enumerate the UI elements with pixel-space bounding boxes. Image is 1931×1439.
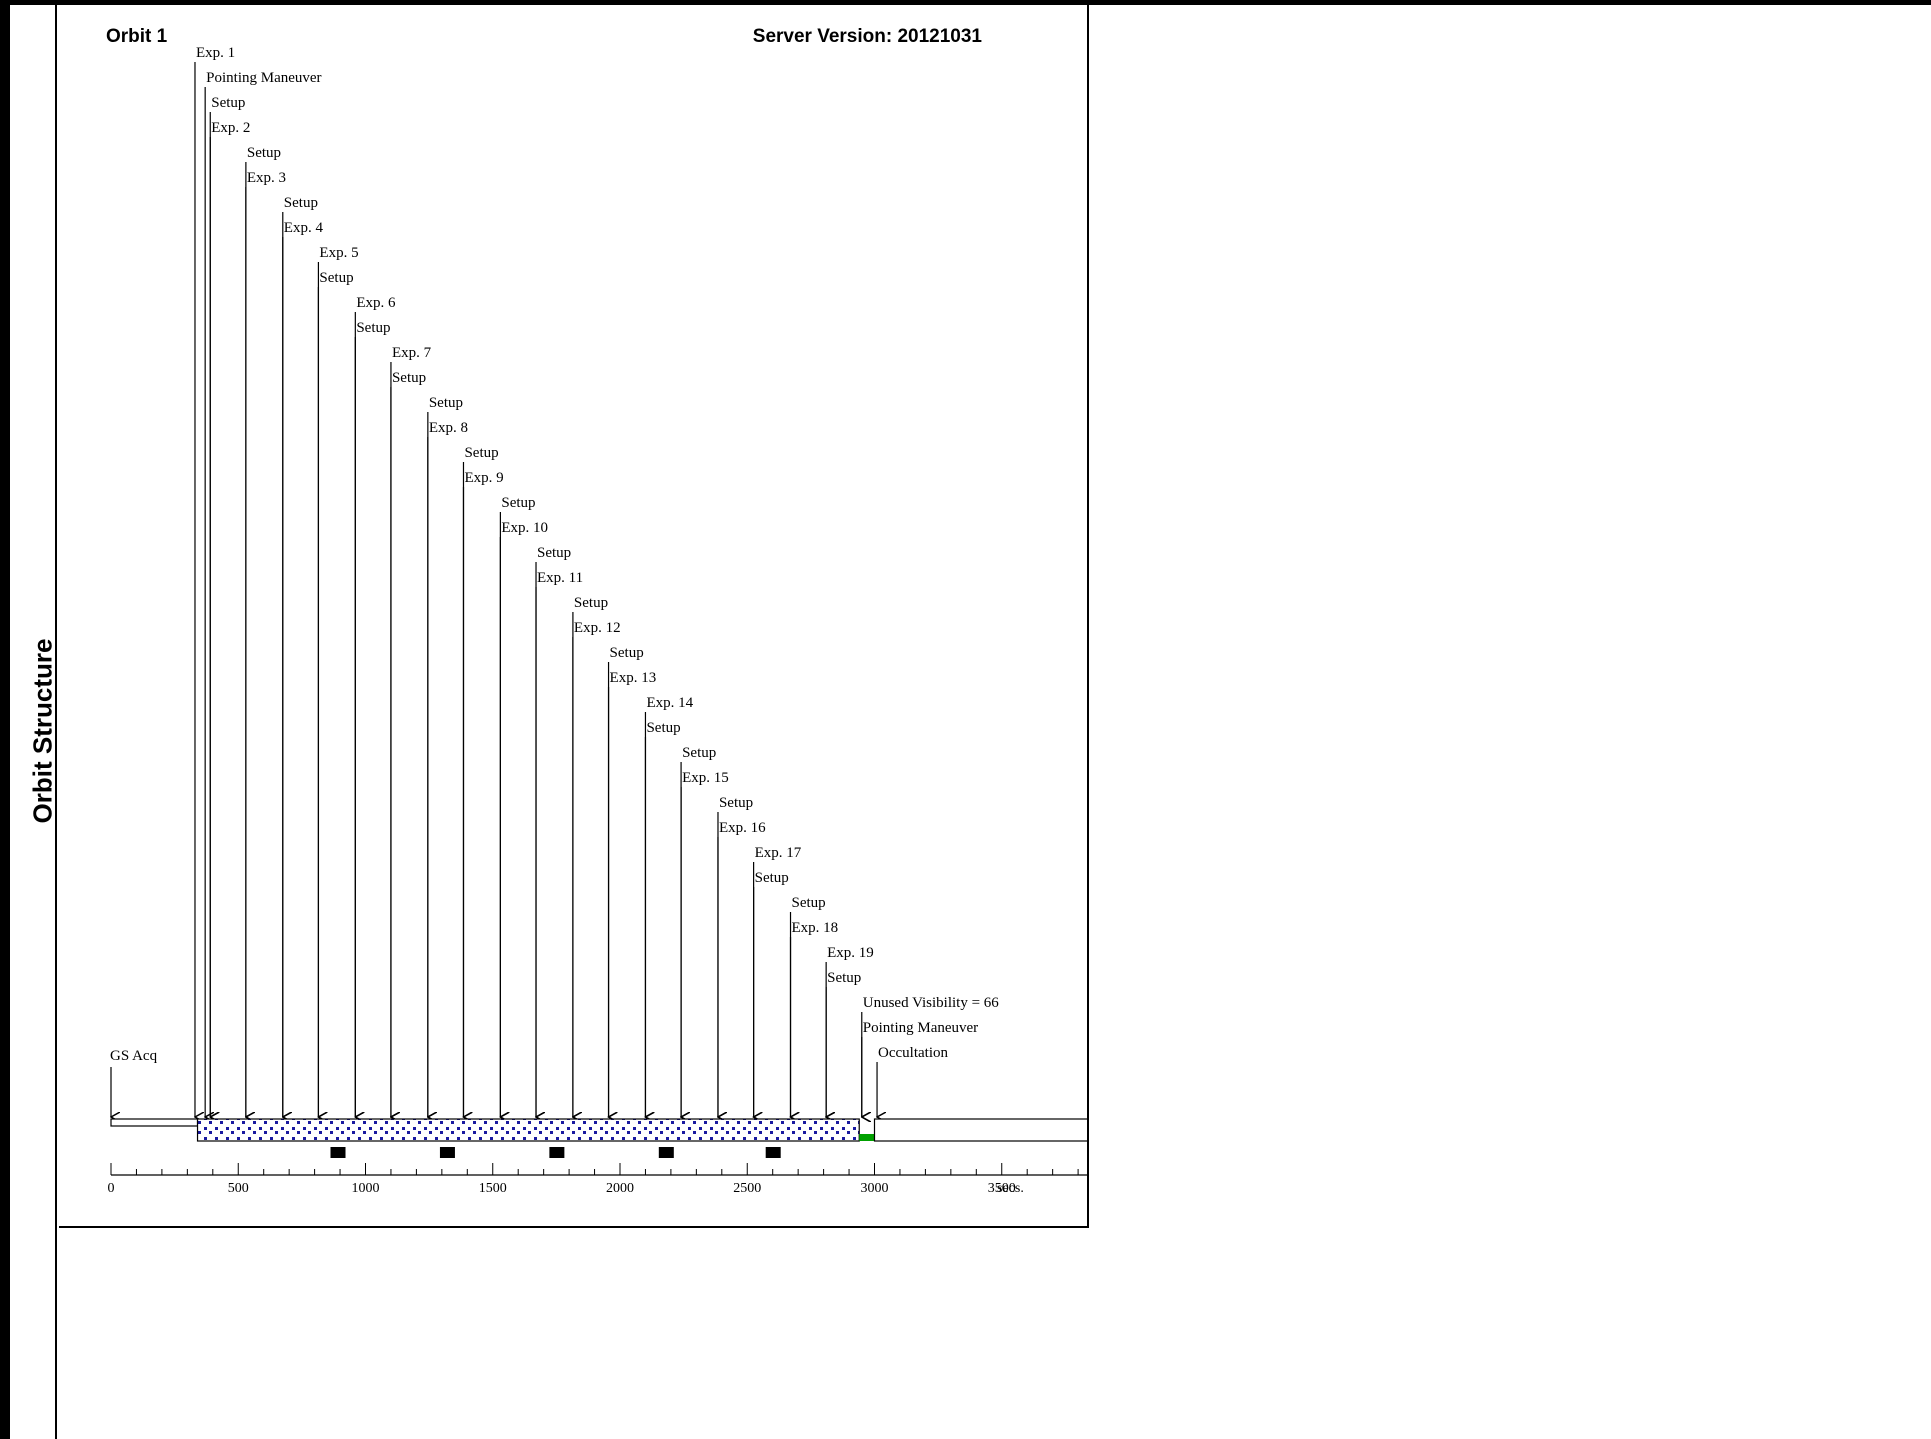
event-label-28: Setup (646, 720, 680, 736)
green-marker (859, 1134, 875, 1141)
gs-acq-label: GS Acq (110, 1048, 158, 1064)
tick-label-0: 0 (108, 1181, 115, 1196)
tick-label-3000: 3000 (861, 1181, 889, 1196)
time-axis: 0500100015002000250030003500400045005000… (108, 1163, 1087, 1196)
event-label-7: Setup (284, 195, 318, 211)
side-label-column: Orbit Structure (10, 5, 58, 1439)
orbit-timeline-diagram: Orbit 1 Server Version: 20121031 Exp. 1 P… (106, 26, 1087, 1196)
orbit-title: Orbit 1 (106, 26, 168, 47)
occultation-segment (873, 1118, 1087, 1142)
dark-mark-3 (549, 1147, 565, 1158)
event-label-23: Setup (574, 595, 608, 611)
event-label-26: Exp. 13 (610, 670, 657, 686)
server-version: Server Version: 20121031 (753, 26, 983, 47)
event-label-25: Setup (610, 645, 644, 661)
event-label-29: Setup (682, 745, 716, 761)
event-label-3: Setup (211, 95, 245, 111)
dark-mark-1 (330, 1147, 346, 1158)
event-label-12: Setup (356, 320, 390, 336)
event-label-15: Setup (429, 395, 463, 411)
event-label-27: Exp. 14 (646, 695, 693, 711)
event-label-33: Exp. 17 (755, 845, 802, 861)
event-label-5: Setup (247, 145, 281, 161)
tick-label-2500: 2500 (733, 1181, 761, 1196)
dark-mark-4 (658, 1147, 674, 1158)
event-label-19: Setup (501, 495, 535, 511)
event-label-14: Setup (392, 370, 426, 386)
dark-mark-2 (439, 1147, 455, 1158)
event-label-31: Setup (719, 795, 753, 811)
event-label-9: Exp. 5 (319, 245, 358, 261)
event-label-34: Setup (755, 870, 789, 886)
event-label-37: Exp. 19 (827, 945, 874, 961)
tick-label-1500: 1500 (479, 1181, 507, 1196)
orbit-structure-label: Orbit Structure (27, 638, 58, 824)
event-label-30: Exp. 15 (682, 770, 729, 786)
event-label-39: Unused Visibility = 66 (863, 995, 1000, 1011)
event-label-24: Exp. 12 (574, 620, 621, 636)
exposure-segment (196, 1118, 860, 1142)
dark-mark-5 (765, 1147, 781, 1158)
tick-label-500: 500 (228, 1181, 249, 1196)
event-label-20: Exp. 10 (501, 520, 548, 536)
event-label-10: Setup (319, 270, 353, 286)
event-label-38: Setup (827, 970, 861, 986)
event-label-1: Exp. 1 (196, 45, 235, 61)
event-label-17: Setup (464, 445, 498, 461)
event-label-11: Exp. 6 (356, 295, 396, 311)
event-label-40: Pointing Maneuver (863, 1020, 978, 1036)
orbit-diagram-panel: Orbit 1 Server Version: 20121031 Exp. 1 P… (59, 5, 1089, 1228)
event-label-18: Exp. 9 (464, 470, 503, 486)
gs-acq-segment (110, 1118, 199, 1127)
tick-label-1000: 1000 (352, 1181, 380, 1196)
event-label-6: Exp. 3 (247, 170, 286, 186)
event-label-16: Exp. 8 (429, 420, 468, 436)
event-label-2: Pointing Maneuver (206, 70, 321, 86)
event-label-21: Setup (537, 545, 571, 561)
event-label-41: Occultation (878, 1045, 948, 1061)
event-label-35: Setup (792, 895, 826, 911)
tick-label-2000: 2000 (606, 1181, 634, 1196)
timeline-bar (110, 1118, 1087, 1158)
event-label-13: Exp. 7 (392, 345, 432, 361)
event-label-4: Exp. 2 (211, 120, 250, 136)
tick-label-3500: 3500 (988, 1181, 1016, 1196)
event-label-36: Exp. 18 (792, 920, 839, 936)
event-label-8: Exp. 4 (284, 220, 324, 236)
axis-unit: secs. (997, 1181, 1024, 1196)
event-label-32: Exp. 16 (719, 820, 766, 836)
event-label-22: Exp. 11 (537, 570, 583, 586)
